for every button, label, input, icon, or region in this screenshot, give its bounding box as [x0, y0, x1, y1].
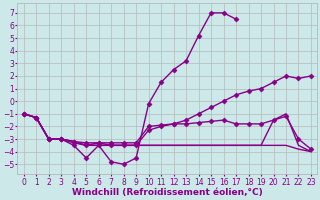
X-axis label: Windchill (Refroidissement éolien,°C): Windchill (Refroidissement éolien,°C) — [72, 188, 263, 197]
